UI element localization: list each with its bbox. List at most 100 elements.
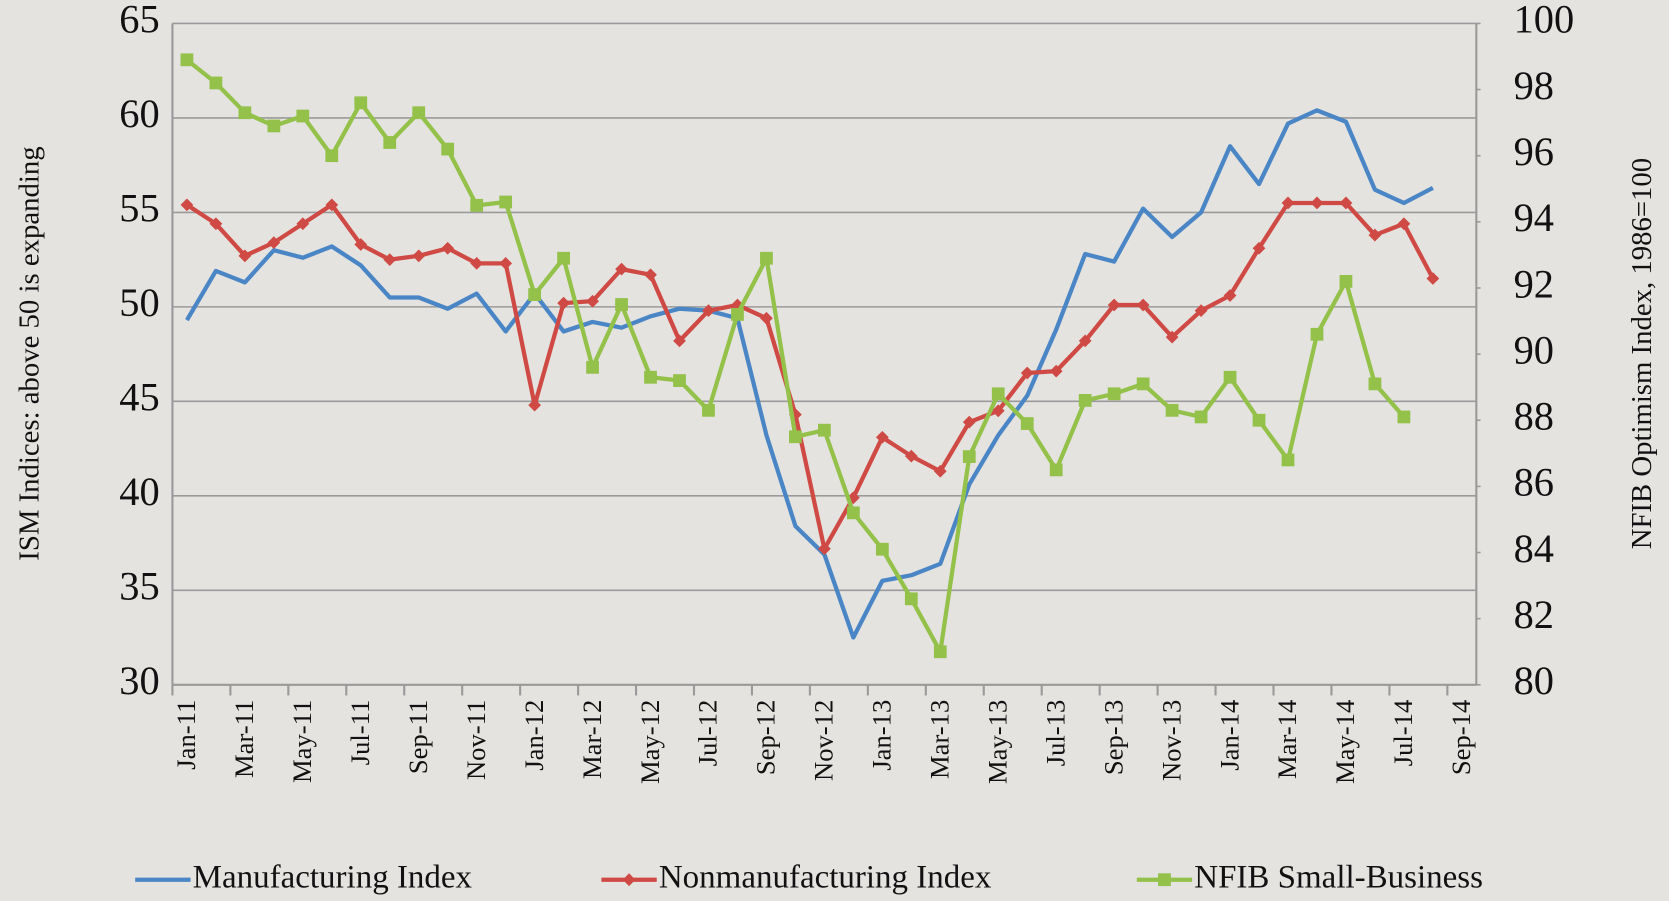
x-tick-label: Nov-11 xyxy=(461,700,491,780)
point-marker xyxy=(615,298,628,311)
point-marker xyxy=(441,241,455,255)
point-marker xyxy=(180,198,194,212)
point-marker xyxy=(325,198,339,212)
point-marker xyxy=(1252,413,1266,427)
point-marker xyxy=(586,360,599,374)
point-marker xyxy=(1020,366,1034,380)
x-tick-label: Jan-14 xyxy=(1214,700,1244,771)
point-marker xyxy=(1252,241,1266,255)
x-tick-label: May-14 xyxy=(1330,700,1360,784)
series-line xyxy=(185,108,1434,640)
y2-tick-label: 80 xyxy=(1514,658,1554,703)
point-marker xyxy=(180,53,194,67)
point-marker xyxy=(731,308,744,321)
point-marker xyxy=(1107,387,1121,401)
point-marker xyxy=(1136,298,1150,312)
y2-tick-label: 88 xyxy=(1514,394,1554,439)
point-marker xyxy=(1368,228,1382,242)
x-tick-label: May-11 xyxy=(287,700,317,783)
point-marker xyxy=(354,96,368,110)
x-tick-label: Mar-13 xyxy=(925,700,955,779)
point-marker xyxy=(933,464,947,478)
x-tick-label: Sep-13 xyxy=(1098,700,1128,775)
point-marker xyxy=(586,294,599,308)
point-marker xyxy=(383,136,397,149)
point-marker xyxy=(1136,377,1150,391)
point-marker xyxy=(1107,298,1121,312)
x-tick-label: Jul-12 xyxy=(693,700,723,767)
point-marker xyxy=(412,106,426,120)
y2-tick-label: 100 xyxy=(1514,0,1575,42)
point-marker xyxy=(760,311,773,325)
point-marker xyxy=(875,542,889,556)
point-marker xyxy=(209,217,223,231)
y2-axis-title: NFIB Optimism Index, 1986=100 xyxy=(1626,158,1658,549)
y-tick-label: 65 xyxy=(119,0,159,42)
point-marker xyxy=(644,268,657,282)
point-marker xyxy=(499,257,513,270)
point-marker xyxy=(1223,289,1237,302)
point-marker xyxy=(1310,196,1324,210)
x-tick-label: Jan-11 xyxy=(171,700,201,770)
point-marker xyxy=(1078,334,1092,348)
x-tick-label: Jan-13 xyxy=(867,700,897,771)
legend-label: Manufacturing Index xyxy=(193,859,473,895)
x-tick-label: Sep-12 xyxy=(751,700,781,775)
legend-label: NFIB Small-Business xyxy=(1194,859,1483,895)
x-tick-label: Sep-14 xyxy=(1446,700,1476,775)
point-marker xyxy=(1339,274,1353,288)
point-marker xyxy=(789,430,802,444)
point-marker xyxy=(904,449,918,463)
point-marker xyxy=(296,217,310,231)
point-marker xyxy=(1368,377,1382,391)
y-axis-title: ISM Indices: above 50 is expanding xyxy=(14,146,46,560)
y2-tick-label: 92 xyxy=(1514,261,1554,306)
x-tick-label: Jul-14 xyxy=(1388,700,1418,767)
point-marker xyxy=(557,251,570,265)
point-marker xyxy=(528,398,542,412)
point-marker xyxy=(1020,417,1034,430)
x-tick-label: Mar-12 xyxy=(577,700,607,779)
point-marker xyxy=(991,404,1005,418)
point-marker xyxy=(499,195,513,209)
point-marker xyxy=(325,149,339,163)
point-marker xyxy=(962,450,976,464)
y-tick-label: 55 xyxy=(119,186,159,231)
legend-marker xyxy=(622,873,636,887)
point-marker xyxy=(267,236,281,250)
point-marker xyxy=(209,76,223,90)
point-marker xyxy=(1078,394,1092,407)
point-marker xyxy=(470,257,484,270)
point-marker xyxy=(1194,410,1208,424)
point-marker xyxy=(1426,272,1440,285)
y-tick-label: 60 xyxy=(119,91,159,136)
point-marker xyxy=(1310,327,1324,341)
point-marker xyxy=(296,109,310,123)
point-marker xyxy=(846,506,860,520)
y2-tick-label: 96 xyxy=(1514,129,1554,174)
y2-tick-label: 94 xyxy=(1514,195,1554,240)
x-tick-label: Mar-11 xyxy=(229,700,259,778)
point-marker xyxy=(1281,453,1295,467)
point-marker xyxy=(383,253,397,267)
point-marker xyxy=(904,592,918,606)
point-marker xyxy=(991,387,1005,401)
x-tick-label: Mar-14 xyxy=(1272,700,1302,779)
point-marker xyxy=(267,119,281,133)
point-marker xyxy=(1049,364,1063,378)
y2-tick-label: 98 xyxy=(1514,63,1554,108)
x-tick-label: May-13 xyxy=(982,700,1012,784)
point-marker xyxy=(702,403,715,417)
point-marker xyxy=(354,238,368,251)
point-marker xyxy=(673,374,686,387)
point-marker xyxy=(238,106,252,120)
y-tick-label: 45 xyxy=(119,375,159,420)
point-marker xyxy=(1397,410,1411,424)
legend-marker xyxy=(1158,873,1171,887)
point-marker xyxy=(644,370,657,384)
point-marker xyxy=(818,423,831,437)
point-marker xyxy=(1281,196,1295,210)
